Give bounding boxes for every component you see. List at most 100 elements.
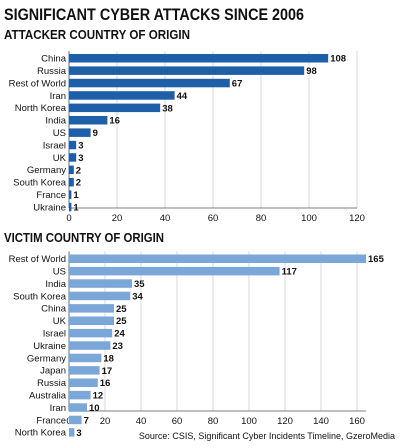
bar-value-label: 10 [89, 403, 100, 414]
bar [69, 353, 102, 363]
bar-value-label: 35 [134, 279, 145, 290]
category-label: China [41, 54, 67, 65]
category-label: France [36, 190, 66, 201]
category-label: South Korea [13, 178, 67, 189]
panel-title: VICTIM COUNTRY OF ORIGIN [4, 231, 164, 245]
bar [69, 328, 113, 338]
bar-value-label: 67 [232, 78, 243, 89]
chart-panel-2: VICTIM COUNTRY OF ORIGIN0204060801001201… [4, 231, 385, 439]
bar-value-label: 3 [76, 428, 81, 439]
bar [69, 415, 82, 425]
category-label: Russia [37, 378, 67, 389]
category-label: Ukraine [33, 341, 66, 352]
bar [69, 266, 280, 276]
category-label: US [53, 128, 66, 139]
category-label: Rest of World [9, 78, 66, 89]
category-label: Russia [37, 66, 67, 77]
bar-value-label: 17 [102, 366, 113, 377]
bar [69, 304, 114, 313]
bar-value-label: 24 [114, 329, 125, 340]
category-label: France [36, 415, 66, 426]
bar [69, 78, 230, 88]
x-tick-label: 100 [301, 213, 317, 224]
x-tick-label: 80 [208, 416, 219, 427]
category-label: Germany [27, 165, 66, 176]
x-tick-label: 40 [136, 416, 147, 427]
x-tick-label: 60 [208, 213, 219, 224]
chart-title: SIGNIFICANT CYBER ATTACKS SINCE 2006 [4, 5, 304, 24]
panel-title: ATTACKER COUNTRY OF ORIGIN [4, 28, 190, 42]
bar-value-label: 9 [93, 128, 98, 139]
bar-value-label: 18 [103, 353, 114, 364]
x-tick-label: 140 [313, 416, 329, 427]
x-tick-label: 160 [349, 416, 365, 427]
bar [69, 202, 72, 212]
bar [69, 165, 74, 175]
bar-value-label: 1 [73, 190, 79, 201]
category-label: South Korea [13, 291, 67, 302]
category-label: UK [53, 153, 67, 164]
bar-value-label: 44 [177, 91, 188, 102]
bar-value-label: 3 [78, 153, 83, 164]
bar [69, 91, 175, 100]
bar [69, 316, 114, 325]
bar [69, 378, 98, 387]
bar [69, 390, 91, 400]
x-tick-label: 60 [172, 416, 183, 427]
bar [69, 153, 77, 162]
bar [69, 254, 366, 263]
category-label: China [41, 304, 67, 315]
x-tick-label: 40 [160, 213, 171, 224]
bar-value-label: 3 [78, 140, 83, 151]
x-tick-label: 0 [66, 213, 71, 224]
bar [69, 54, 329, 63]
x-tick-label: 120 [277, 416, 293, 427]
bar [69, 366, 100, 375]
bar-value-label: 16 [100, 378, 111, 389]
bar [69, 128, 91, 137]
bar [69, 103, 161, 113]
bar [69, 66, 305, 75]
category-label: Japan [40, 366, 66, 377]
source-note: Source: CSIS, Significant Cyber Incident… [139, 431, 395, 441]
category-label: Ukraine [33, 202, 66, 213]
x-tick-label: 20 [100, 416, 111, 427]
bar [69, 428, 75, 437]
bar [69, 190, 72, 199]
bar-value-label: 1 [73, 202, 79, 213]
bar-value-label: 117 [282, 267, 297, 278]
category-label: Israel [43, 140, 66, 151]
bar-value-label: 12 [93, 391, 104, 402]
bar-value-label: 23 [112, 341, 123, 352]
x-tick-label: 120 [349, 213, 365, 224]
category-label: UK [53, 316, 67, 327]
category-label: India [45, 279, 66, 290]
category-label: Iran [50, 403, 66, 414]
bar [69, 291, 131, 301]
bar [69, 178, 74, 187]
bar-value-label: 108 [330, 54, 346, 65]
bar [69, 341, 111, 350]
bar-value-label: 7 [84, 415, 89, 426]
category-label: Germany [27, 353, 66, 364]
category-label: Rest of World [9, 254, 66, 265]
bar-value-label: 25 [116, 316, 127, 327]
bar-value-label: 38 [162, 103, 173, 114]
category-label: North Korea [15, 428, 67, 439]
category-label: North Korea [15, 103, 67, 114]
x-tick-label: 20 [112, 213, 123, 224]
bar-value-label: 2 [76, 178, 81, 189]
bar-value-label: 98 [306, 66, 317, 77]
bar [69, 140, 77, 150]
bar [69, 403, 87, 412]
category-label: Iran [50, 91, 66, 102]
category-label: Israel [43, 328, 66, 339]
category-label: India [45, 116, 66, 127]
bar-value-label: 34 [132, 291, 143, 302]
bar-value-label: 16 [109, 116, 120, 127]
x-tick-label: 80 [256, 213, 267, 224]
x-tick-label: 100 [241, 416, 257, 427]
